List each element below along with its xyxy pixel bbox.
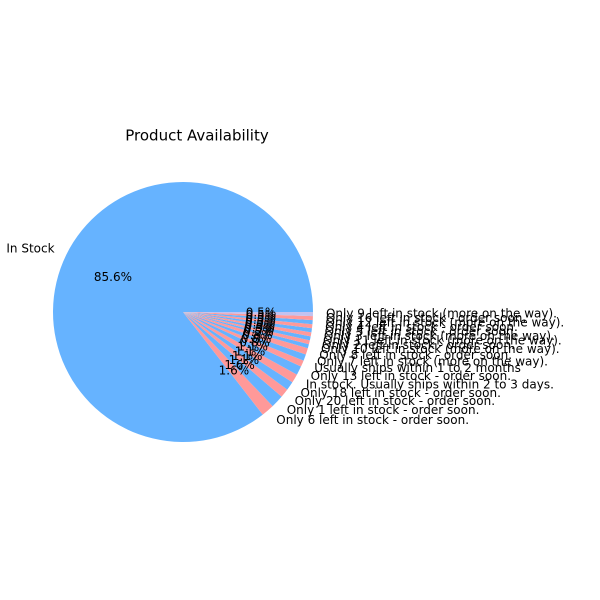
slice-label: Only 12 left in stock (more on the way). [326, 316, 565, 330]
slice-label: Only 10 left in stock (more on the way). [321, 342, 560, 356]
slice-label: Only 20 left in stock - order soon. [295, 394, 495, 408]
slice-label: Only 4 left in stock - order soon. [325, 320, 518, 334]
pie-slice [183, 312, 282, 407]
percent-label: 0.8% [242, 328, 273, 342]
pie-slice [183, 312, 273, 415]
slice-label: Only 1 left in stock - order soon. [287, 403, 480, 417]
pie-slice [183, 312, 312, 337]
pie-slice [183, 312, 304, 367]
percent-label: 0.5% [245, 313, 276, 327]
slice-label: Only 11 left in stock (more on the way). [323, 333, 562, 347]
percent-label: 0.5% [244, 320, 275, 334]
percent-label: 1.1% [237, 340, 268, 354]
pie-slice [183, 312, 288, 397]
percent-label: 1.1% [235, 344, 266, 358]
slice-label: Only 6 left in stock - order soon. [276, 413, 469, 427]
pie-slice [183, 312, 297, 383]
pie-slice [183, 312, 301, 375]
percent-label: 0.5% [246, 311, 277, 325]
slice-label: In stock. Usually ships within 2 to 3 da… [306, 378, 554, 392]
percent-label: 0.8% [239, 335, 270, 349]
percent-label: 1.6% [219, 364, 250, 378]
percent-label: 0.5% [246, 306, 277, 320]
percent-label: 85.6% [94, 270, 132, 284]
pie-slice [183, 312, 313, 317]
percent-label: 1.1% [232, 349, 263, 363]
percent-label: 1.1% [229, 353, 260, 367]
percent-label: 0.5% [243, 325, 274, 339]
pie-slice [183, 312, 313, 329]
pie-slice [183, 312, 312, 333]
slice-label: Only 18 left in stock - order soon. [301, 386, 501, 400]
pie-slice [183, 312, 311, 341]
pie-slice [183, 312, 313, 321]
percent-label: 1.6% [224, 358, 255, 372]
chart-title: Product Availability [125, 127, 269, 145]
slice-label: Only 13 left in stock - order soon. [311, 369, 511, 383]
pie-slice [183, 312, 313, 325]
percent-label: 0.5% [245, 318, 276, 332]
pie-slice [183, 312, 310, 345]
pie-slice [183, 312, 293, 390]
slice-label: Only 9 left in stock (more on the way). [326, 307, 557, 321]
slice-label: Only 8 left in stock - order soon. [319, 348, 512, 362]
slice-label: Usually ships within 1 to 2 months [314, 361, 521, 375]
slice-label: In Stock [6, 242, 54, 256]
percent-label: 0.8% [241, 332, 272, 346]
slice-label: Only 7 left in stock (more on the way). [317, 355, 548, 369]
pie-slice [183, 312, 306, 361]
percent-label: 0.5% [244, 323, 275, 337]
percent-label: 0.5% [246, 308, 277, 322]
pie-slice [183, 312, 308, 355]
pie-slice [183, 312, 309, 349]
slice-label: Only 3 left in stock (more on the way). [324, 329, 555, 343]
slice-label: Only 2 left in stock - order soon. [322, 338, 515, 352]
slice-label: Only 16 left in stock - order soon. [326, 311, 526, 325]
slice-label: Only 5 left in stock - order soon. [325, 325, 518, 339]
percent-label: 0.5% [245, 315, 276, 329]
